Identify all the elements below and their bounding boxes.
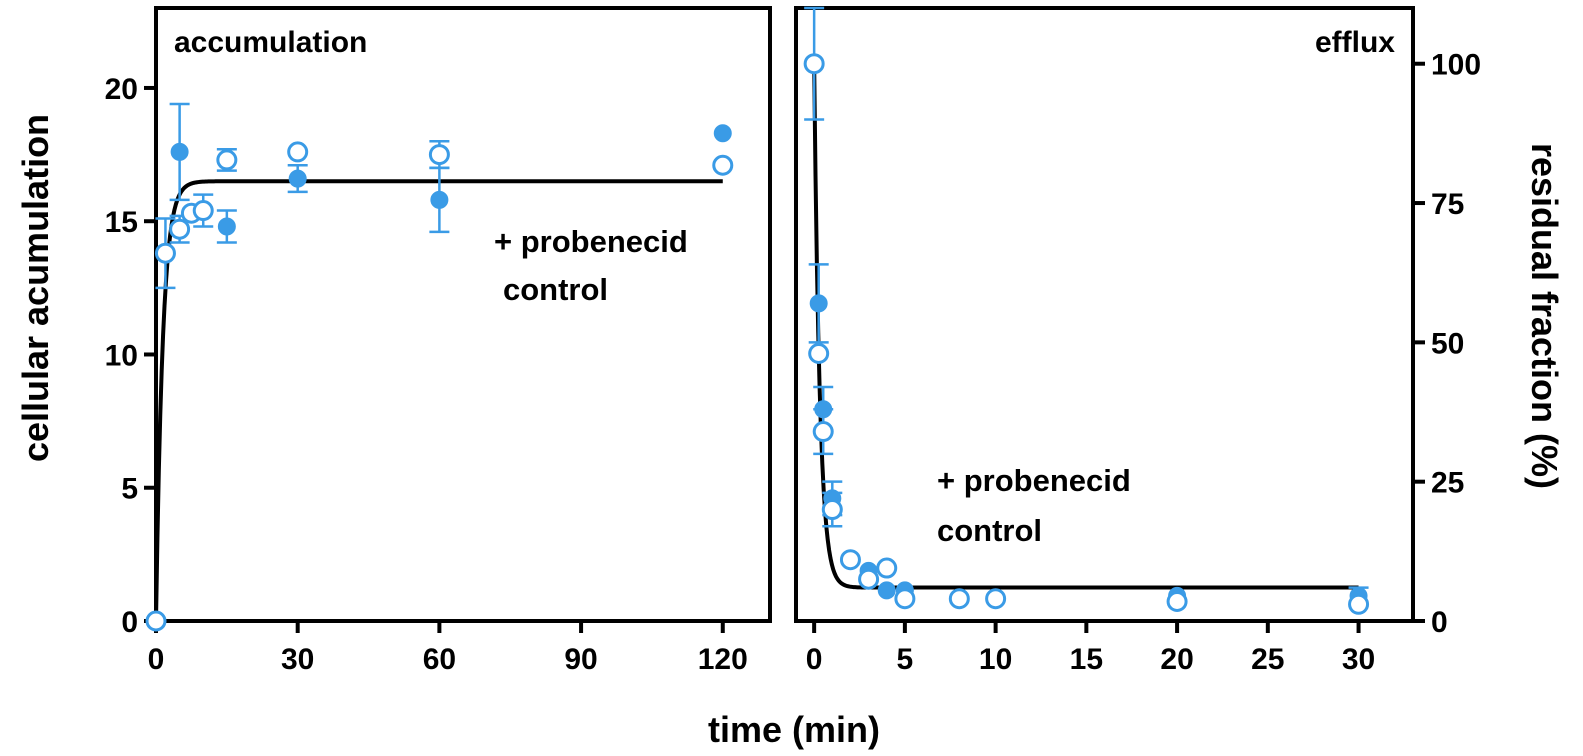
x-tick-label: 0 xyxy=(806,643,823,676)
control-data-point xyxy=(858,568,880,590)
accumulation-legend-control: control xyxy=(503,272,608,307)
control-data-point xyxy=(145,610,167,632)
probenecid-data-point xyxy=(288,169,307,188)
accumulation-legend-probenecid: + probenecid xyxy=(494,224,688,259)
y-tick-label: 15 xyxy=(105,206,138,239)
control-data-point xyxy=(1166,590,1188,612)
control-data-point xyxy=(803,53,825,75)
y-tick-label: 25 xyxy=(1431,467,1464,500)
probenecid-data-point xyxy=(877,581,896,600)
efflux-data-points xyxy=(803,6,1370,615)
x-tick-label: 5 xyxy=(897,643,914,676)
accumulation-panel: 0 30 60 90 120 0 5 10 15 20 accumulation + proben… xyxy=(15,6,772,676)
efflux-legend-probenecid: + probenecid xyxy=(937,463,1131,498)
efflux-panel: 0 5 10 15 20 25 30 0 25 50 75 100 efflux + probenec… xyxy=(794,6,1565,676)
efflux-panel-title: efflux xyxy=(1315,26,1395,59)
fit-line xyxy=(812,63,1359,590)
control-data-point xyxy=(287,141,309,163)
probenecid-data-point xyxy=(170,142,189,161)
accumulation-data-points xyxy=(145,102,734,632)
x-tick-label: 15 xyxy=(1070,643,1103,676)
x-tick-label: 0 xyxy=(148,643,165,676)
control-data-point xyxy=(154,242,176,264)
control-data-point xyxy=(428,144,450,166)
control-data-point xyxy=(812,421,834,443)
y-tick-label: 100 xyxy=(1431,49,1481,82)
control-data-point xyxy=(839,549,861,571)
y-tick-label: 20 xyxy=(105,73,138,106)
control-data-point xyxy=(876,557,898,579)
accumulation-panel-title: accumulation xyxy=(174,26,367,59)
x-tick-label: 30 xyxy=(1342,643,1375,676)
accumulation-plot-frame xyxy=(154,6,772,623)
accumulation-axis-ticks: 0 30 60 90 120 0 5 10 15 20 xyxy=(105,73,748,676)
y-tick-label: 10 xyxy=(105,339,138,372)
control-data-point xyxy=(192,200,214,222)
x-axis-title: time (min) xyxy=(708,709,880,750)
control-data-point xyxy=(169,218,191,240)
control-data-point xyxy=(808,343,830,365)
control-data-point xyxy=(985,588,1007,610)
x-tick-label: 20 xyxy=(1160,643,1193,676)
y-tick-label: 0 xyxy=(121,606,138,639)
x-tick-label: 25 xyxy=(1251,643,1284,676)
y-tick-label: 75 xyxy=(1431,188,1464,221)
probenecid-data-point xyxy=(713,124,732,143)
x-tick-label: 60 xyxy=(423,643,456,676)
efflux-legend-control: control xyxy=(937,513,1042,548)
x-tick-label: 120 xyxy=(698,643,748,676)
control-data-point xyxy=(948,588,970,610)
y-tick-label: 0 xyxy=(1431,606,1448,639)
control-data-point xyxy=(1348,593,1370,615)
probenecid-data-point xyxy=(430,190,449,209)
control-data-point xyxy=(894,588,916,610)
efflux-y-axis-title: residual fraction (%) xyxy=(1524,143,1565,489)
probenecid-data-point xyxy=(217,217,236,236)
y-tick-label: 50 xyxy=(1431,327,1464,360)
control-data-point xyxy=(712,154,734,176)
control-data-point xyxy=(821,499,843,521)
x-tick-label: 10 xyxy=(979,643,1012,676)
x-tick-label: 30 xyxy=(281,643,314,676)
efflux-plot-frame xyxy=(794,6,1415,623)
control-data-point xyxy=(216,149,238,171)
x-tick-label: 90 xyxy=(564,643,597,676)
probenecid-data-point xyxy=(814,400,833,419)
efflux-fit-curve xyxy=(812,63,1359,590)
y-tick-label: 5 xyxy=(121,473,138,506)
accumulation-y-axis-title: cellular acumulation xyxy=(15,114,56,462)
probenecid-data-point xyxy=(809,294,828,313)
efflux-axis-ticks: 0 5 10 15 20 25 30 0 25 50 75 100 xyxy=(806,49,1481,676)
